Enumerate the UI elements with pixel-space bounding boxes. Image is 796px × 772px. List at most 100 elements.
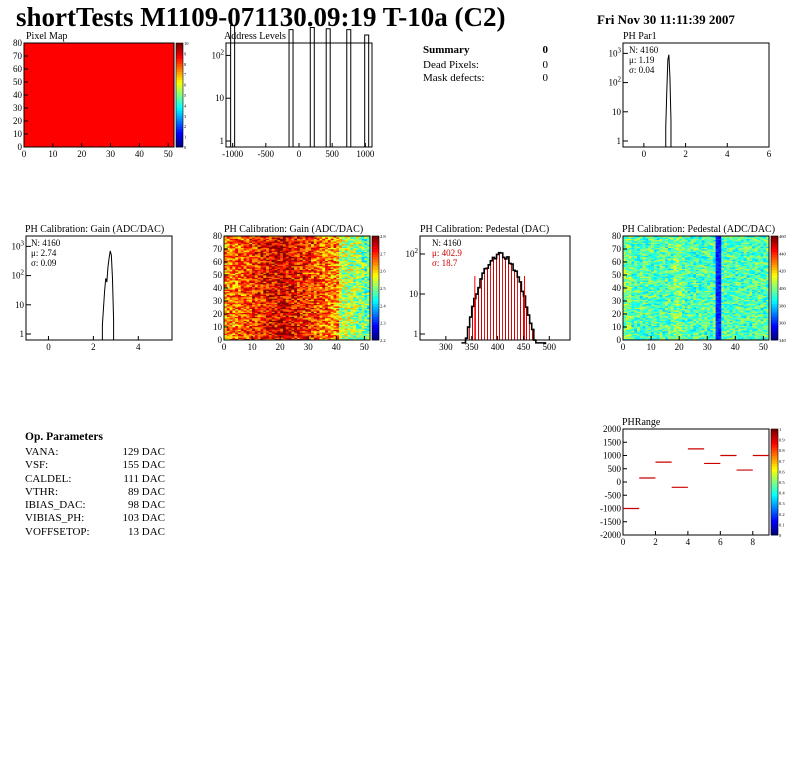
gain-map-cell	[313, 328, 317, 330]
gain-map-cell	[341, 303, 346, 306]
gain-map-cell	[277, 319, 281, 321]
gain-map-cell	[333, 276, 337, 278]
gain-map-cell	[280, 251, 284, 254]
gain-map-cell	[263, 314, 267, 316]
gain-map-cell	[246, 299, 250, 302]
pedestal-map-cell	[628, 299, 632, 302]
gain-map-cell	[263, 323, 267, 325]
pedestal-map-cell	[634, 275, 638, 277]
gain-map-cell	[285, 245, 289, 247]
gain-map-cell	[353, 242, 357, 245]
gain-map-cell	[344, 312, 348, 315]
gain-map-cell	[297, 289, 301, 291]
page-date: Fri Nov 30 11:11:39 2007	[597, 12, 735, 27]
pedestal-map-cell	[634, 315, 638, 317]
gain-map-cell	[322, 317, 326, 320]
gain-map-cell	[367, 256, 371, 259]
gain-map-cell	[311, 334, 315, 337]
gain-map-cell	[327, 275, 331, 277]
gain-map-cell	[313, 298, 317, 300]
gain-map-cell	[274, 254, 278, 256]
gain-map-cell	[322, 334, 326, 337]
gain-map-cell	[311, 238, 315, 241]
gain-map-cell	[364, 299, 368, 302]
gain-map-cell	[313, 329, 317, 332]
gain-map-cell	[302, 251, 306, 254]
pedestal-map-cell	[628, 310, 632, 312]
gain-map-cell	[274, 319, 278, 321]
gain-map-cell	[367, 285, 371, 287]
gain-map-cell	[299, 260, 303, 263]
gain-map-cell	[249, 334, 253, 337]
gain-map-cell	[249, 336, 253, 338]
gain-map-cell	[367, 277, 371, 280]
address-peak	[346, 29, 352, 147]
pedestal-map-cell	[628, 264, 632, 267]
gain-map-cell	[347, 310, 351, 312]
gain-map-cell	[288, 245, 292, 247]
gain-map-cell	[266, 276, 270, 278]
gain-map-cell	[353, 251, 357, 254]
pedestal-map-cell	[625, 312, 629, 315]
z-tick-label: 4	[184, 103, 187, 108]
gain-map-cell	[297, 277, 301, 280]
gain-map-cell	[308, 311, 312, 313]
pedestal-map-cell	[637, 268, 641, 271]
gain-map-cell	[299, 333, 303, 336]
gain-map-cell	[280, 307, 284, 310]
gain-map-cell	[268, 304, 273, 307]
gain-map-cell	[274, 294, 278, 297]
pedestal-bar	[504, 258, 507, 340]
gain-map-cell	[274, 324, 278, 326]
pedestal-map-cell	[625, 267, 629, 269]
gain-map-cell	[291, 238, 295, 241]
gain-map-cell	[252, 250, 256, 252]
gain-map-cell	[243, 324, 247, 326]
gain-map-cell	[325, 285, 329, 287]
pedestal-map-cell	[625, 285, 629, 287]
gain-map-cell	[268, 334, 273, 337]
gain-map-cell	[263, 298, 267, 300]
gain-map-cell	[350, 306, 354, 308]
gain-map-cell	[353, 288, 357, 290]
pedestal-map-cell	[631, 255, 635, 258]
gain-map-cell	[288, 263, 292, 265]
gain-map-cell	[355, 320, 360, 323]
gain-map-cell	[361, 295, 365, 298]
gain-map-cell	[358, 245, 362, 247]
gain-map-cell	[305, 290, 309, 293]
gain-map-cell	[291, 297, 295, 299]
gain-map-cell	[347, 306, 351, 308]
gain-map-cell	[266, 324, 270, 326]
gain-map-cell	[246, 236, 250, 238]
gain-map-cell	[316, 306, 320, 308]
gain-map-cell	[325, 336, 329, 338]
gain-map-cell	[327, 247, 331, 250]
gain-map-cell	[341, 295, 346, 298]
gain-map-cell	[282, 312, 287, 315]
gain-map-cell	[353, 237, 357, 239]
gain-map-cell	[288, 278, 292, 281]
gain-map-cell	[333, 259, 337, 261]
gain-map-cell	[249, 263, 253, 265]
gain-map-cell	[274, 290, 278, 293]
gain-map-cell	[367, 254, 371, 256]
gain-map-cell	[254, 320, 258, 323]
gain-map-cell	[353, 269, 357, 272]
gain-map-cell	[297, 286, 301, 289]
z-tick-label: 2.6	[380, 269, 386, 274]
gain-map-cell	[313, 251, 317, 254]
pedestal-map-cell	[628, 297, 632, 299]
gain-map-cell	[367, 265, 371, 268]
gain-map-cell	[291, 252, 295, 255]
color-scale-segment	[176, 82, 183, 85]
pedestal-map-cell	[623, 315, 627, 317]
gain-map-cell	[302, 316, 306, 319]
gain-map-cell	[232, 241, 236, 243]
gain-map-cell	[257, 284, 261, 286]
gain-map-cell	[353, 320, 357, 323]
gain-map-cell	[361, 254, 365, 256]
gain-map-cell	[339, 275, 343, 277]
gain-map-cell	[316, 282, 320, 285]
gain-map-cell	[268, 307, 273, 310]
